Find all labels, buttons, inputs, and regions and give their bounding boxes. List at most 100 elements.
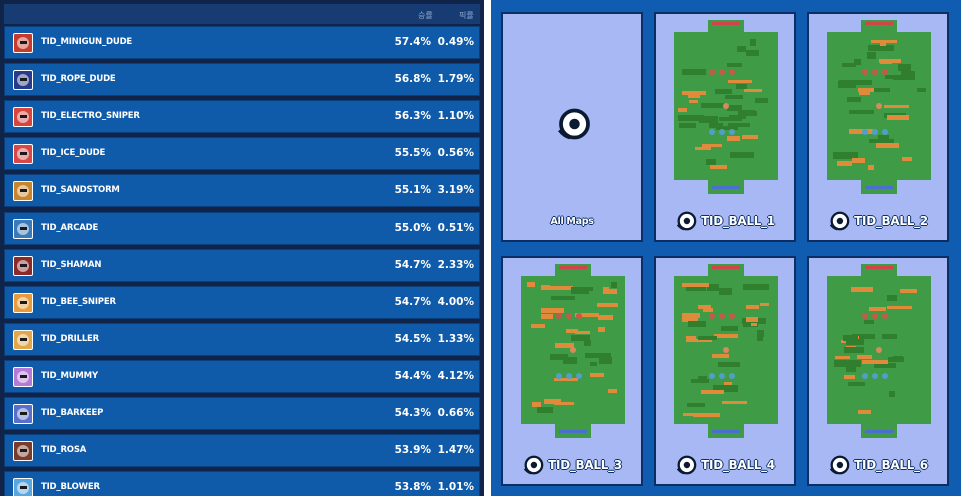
- map-bush: [599, 357, 612, 364]
- ball-swoosh: [523, 467, 532, 475]
- brawler-row[interactable]: TID_BARKEEP 54.3% 0.66%: [4, 397, 480, 430]
- brawler-row[interactable]: TID_ROSA 53.9% 1.47%: [4, 434, 480, 468]
- map-card[interactable]: TID_BALL_3: [501, 256, 643, 486]
- map-bush: [743, 284, 769, 290]
- map-card-label: TID_BALL_6: [809, 454, 947, 476]
- map-bush: [728, 123, 750, 127]
- map-wall: [682, 91, 706, 95]
- map-barrel: [576, 373, 582, 379]
- map-card-label: All Maps: [503, 210, 641, 232]
- use-rate-header[interactable]: 픽률: [459, 11, 474, 20]
- map-preview: [827, 20, 931, 194]
- brawler-row[interactable]: TID_DRILLER 54.5% 1.33%: [4, 322, 480, 356]
- top-goal: [712, 266, 740, 269]
- brawler-row[interactable]: TID_SANDSTORM 55.1% 3.19%: [4, 174, 480, 208]
- ball-swoosh: [829, 223, 838, 231]
- soccer-ball-icon: [558, 108, 590, 140]
- map-card[interactable]: TID_BALL_6: [807, 256, 949, 486]
- brawler-row[interactable]: TID_ARCADE 55.0% 0.51%: [4, 211, 480, 245]
- map-bush: [699, 116, 718, 123]
- map-barrel: [872, 313, 878, 319]
- map-bush: [678, 115, 704, 121]
- map-barrel: [576, 313, 582, 319]
- win-rate-value: 55.1%: [394, 184, 431, 197]
- top-goal: [712, 22, 740, 25]
- map-wall: [686, 339, 712, 342]
- map-barrel: [729, 129, 735, 135]
- map-wall: [531, 324, 545, 328]
- use-rate-value: 1.01%: [437, 481, 474, 494]
- map-bush: [718, 362, 740, 367]
- brawler-avatar: [13, 441, 33, 462]
- map-card[interactable]: TID_BALL_2: [807, 12, 949, 242]
- map-wall: [751, 323, 757, 326]
- ball-patch: [683, 461, 691, 469]
- map-bush: [584, 340, 591, 346]
- map-wall: [710, 165, 727, 169]
- map-wall: [887, 306, 912, 309]
- map-bush: [869, 88, 890, 92]
- win-rate-value: 56.3%: [394, 110, 431, 123]
- brawler-row[interactable]: TID_BLOWER 53.8% 1.01%: [4, 471, 480, 496]
- use-rate-value: 0.66%: [437, 407, 474, 419]
- map-card-all-maps[interactable]: All Maps: [501, 12, 643, 242]
- map-barrel: [556, 373, 562, 379]
- map-wall: [603, 289, 617, 294]
- map-wall: [575, 331, 590, 334]
- map-wall: [541, 308, 564, 313]
- map-bush: [901, 71, 915, 77]
- map-barrel: [729, 313, 735, 319]
- brawler-name: TID_BARKEEP: [41, 408, 104, 418]
- map-bush: [878, 135, 889, 141]
- map-card[interactable]: TID_BALL_1: [654, 12, 796, 242]
- map-bush: [885, 75, 907, 79]
- brawler-row[interactable]: TID_MINIGUN_DUDE 57.4% 0.49%: [4, 26, 480, 59]
- map-selector-panel: All Maps TID_BALL_1 TID_BALL_2 TID_BALL_3 TI…: [491, 0, 961, 496]
- map-barrel: [566, 373, 572, 379]
- bottom-goal: [865, 186, 893, 189]
- brawler-row[interactable]: TID_SHAMAN 54.7% 2.33%: [4, 248, 480, 282]
- brawler-row[interactable]: TID_BEE_SNIPER 54.7% 4.00%: [4, 285, 480, 319]
- brawler-row[interactable]: TID_MUMMY 54.4% 4.12%: [4, 359, 480, 393]
- brawler-avatar: [13, 218, 33, 239]
- map-barrel: [709, 373, 715, 379]
- map-wall: [852, 158, 865, 163]
- map-wall: [541, 314, 553, 319]
- map-bush: [849, 110, 874, 114]
- win-rate-value: 54.5%: [394, 332, 431, 345]
- ball-patch: [683, 217, 691, 225]
- map-bush: [898, 64, 911, 71]
- map-bush: [701, 103, 725, 108]
- map-wall: [746, 305, 759, 309]
- brawler-name: TID_ELECTRO_SNIPER: [41, 111, 140, 122]
- map-card[interactable]: TID_BALL_4: [654, 256, 796, 486]
- map-name: TID_BALL_1: [701, 214, 775, 228]
- map-bush: [721, 326, 738, 331]
- map-wall: [880, 61, 892, 64]
- win-rate-value: 55.5%: [394, 147, 431, 160]
- win-rate-header[interactable]: 승률: [418, 11, 433, 20]
- map-wall: [608, 389, 617, 393]
- brawler-row[interactable]: TID_ELECTRO_SNIPER 56.3% 1.10%: [4, 100, 480, 134]
- map-wall: [837, 161, 852, 166]
- ball-swoosh: [558, 128, 571, 140]
- map-bush: [844, 347, 864, 353]
- map-bush: [738, 111, 757, 116]
- map-name: TID_BALL_3: [548, 458, 622, 472]
- map-bush: [848, 382, 865, 386]
- map-barrel: [862, 373, 868, 379]
- map-barrel: [719, 69, 725, 75]
- map-barrel: [719, 313, 725, 319]
- bottom-goal: [559, 430, 587, 433]
- brawler-row[interactable]: TID_ROPE_DUDE 56.8% 1.79%: [4, 63, 480, 97]
- map-bush: [846, 365, 856, 372]
- map-barrel: [872, 373, 878, 379]
- map-bush: [847, 152, 857, 158]
- map-bush: [698, 376, 707, 382]
- map-barrel: [882, 129, 888, 135]
- map-preview: [521, 264, 625, 438]
- map-wall: [703, 308, 713, 312]
- map-wall: [682, 283, 709, 287]
- brawler-row[interactable]: TID_ICE_DUDE 55.5% 0.56%: [4, 137, 480, 171]
- map-bush: [687, 403, 705, 407]
